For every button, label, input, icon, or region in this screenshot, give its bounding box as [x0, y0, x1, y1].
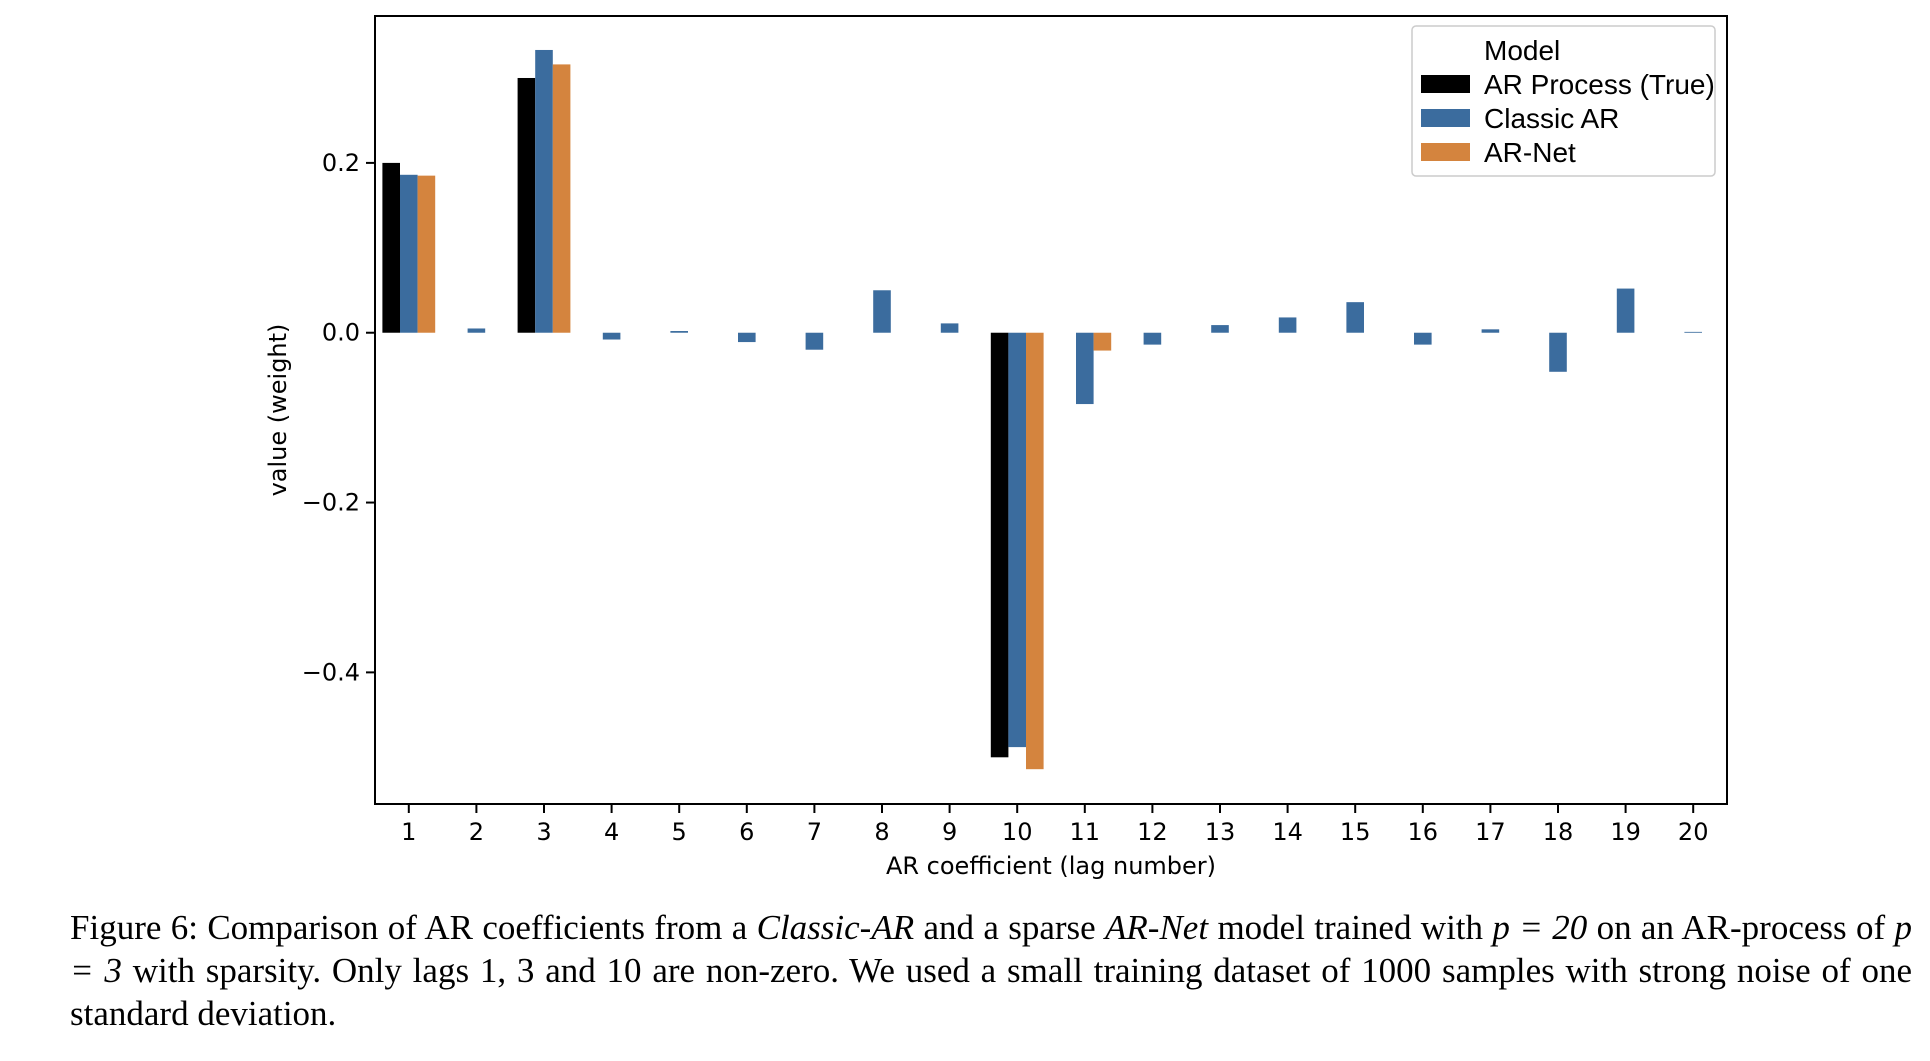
bar-ar-process-true-lag-10	[990, 332, 1009, 758]
x-tick-label: 1	[401, 818, 416, 846]
bar-classic-ar-lag-9	[940, 323, 959, 333]
bar-chart: 0.20.0−0.2−0.4 1 2 3 4 5 6 7 8 9 10 11 12 13 14 15 16 17…	[264, 15, 1728, 880]
bar-classic-ar-lag-14	[1278, 317, 1297, 333]
bar-classic-ar-lag-2	[467, 328, 486, 333]
bar-classic-ar-lag-6	[738, 332, 756, 343]
x-tick-label: 2	[469, 818, 484, 846]
caption-model-classic-ar: Classic-AR	[756, 908, 915, 947]
x-tick-label: 19	[1610, 818, 1641, 846]
bar-classic-ar-lag-15	[1346, 302, 1364, 333]
legend-box	[1411, 25, 1716, 177]
x-tick-label: 16	[1408, 818, 1439, 846]
caption-math-p: p = 20	[1492, 908, 1588, 947]
figure-caption: Figure 6: Comparison of AR coefficients …	[70, 906, 1912, 1035]
x-tick-label: 6	[739, 818, 754, 846]
bar-ar-process-true-lag-3	[517, 77, 536, 333]
bar-classic-ar-lag-3	[535, 49, 553, 333]
caption-text: model trained with	[1217, 908, 1484, 947]
y-tick-label: 0.0	[322, 319, 360, 347]
x-axis-label: AR coefficient (lag number)	[886, 852, 1216, 880]
x-tick-label: 20	[1678, 818, 1709, 846]
caption-math-p: p = 3	[70, 908, 1913, 990]
bar-ar-net-lag-10	[1026, 332, 1044, 770]
x-tick-label: 7	[807, 818, 822, 846]
x-tick-label: 5	[672, 818, 687, 846]
legend-title: Model	[1484, 35, 1560, 66]
x-tick-label: 13	[1205, 818, 1236, 846]
bar-ar-net-lag-3	[552, 64, 571, 333]
y-axis: 0.2 0.0 −0.2 −0.4	[302, 149, 375, 686]
bar-classic-ar-lag-7	[805, 332, 824, 350]
plot-frame	[374, 15, 1728, 805]
y-axis-label: value (weight)	[264, 324, 292, 497]
bar-classic-ar-lag-4	[602, 332, 621, 340]
bar-classic-ar-lag-12	[1143, 332, 1162, 345]
x-tick-label: 15	[1340, 818, 1371, 846]
bar-classic-ar-lag-11	[1076, 332, 1094, 405]
x-tick-label: 14	[1272, 818, 1303, 846]
legend-entry-label: Classic AR	[1484, 103, 1619, 134]
caption-model-ar-net: AR-Net	[1105, 908, 1209, 947]
x-tick-label: 4	[604, 818, 619, 846]
caption-text: and a sparse	[923, 908, 1096, 947]
caption-text: with sparsity. Only lags 1, 3 and 10 are…	[70, 951, 1912, 1033]
bar-classic-ar-lag-1	[400, 174, 418, 333]
bar-ar-net-lag-11	[1093, 332, 1112, 351]
legend-swatch	[1421, 75, 1470, 93]
bar-classic-ar-lag-16	[1414, 332, 1432, 345]
bar-classic-ar-lag-18	[1549, 332, 1567, 372]
caption-label: Figure 6:	[70, 908, 198, 947]
x-tick-label: 3	[536, 818, 551, 846]
bar-ar-net-lag-1	[417, 175, 436, 333]
bars-group	[382, 49, 1702, 770]
bar-classic-ar-lag-8	[873, 290, 891, 333]
x-tick-label: 18	[1543, 818, 1574, 846]
bar-ar-process-true-lag-1	[382, 162, 400, 333]
legend-entry-label: AR Process (True)	[1484, 69, 1715, 100]
bar-classic-ar-lag-17	[1481, 329, 1500, 333]
legend-swatch	[1421, 143, 1470, 161]
x-tick-label: 9	[942, 818, 957, 846]
caption-text: on an AR-process of	[1596, 908, 1886, 947]
x-tick-label: 12	[1137, 818, 1168, 846]
legend-entry-label: AR-Net	[1484, 137, 1576, 168]
x-axis: 1 2 3 4 5 6 7 8 9 10 11 12 13 14 15 16 17 18 19 20	[401, 804, 1708, 846]
bar-classic-ar-lag-10	[1008, 332, 1026, 748]
y-tick-label: 0.2	[322, 149, 360, 177]
bar-classic-ar-lag-19	[1616, 288, 1635, 333]
x-tick-label: 8	[874, 818, 889, 846]
y-tick-label: −0.2	[302, 489, 360, 517]
bar-classic-ar-lag-13	[1211, 325, 1229, 333]
x-tick-label: 10	[1002, 818, 1033, 846]
legend-swatch	[1421, 109, 1470, 127]
x-tick-label: 17	[1475, 818, 1506, 846]
y-tick-label: −0.4	[302, 658, 360, 686]
caption-text: Comparison of AR coefficients from a	[207, 908, 748, 947]
bar-classic-ar-lag-5	[670, 331, 688, 333]
bar-classic-ar-lag-20	[1684, 331, 1702, 333]
x-tick-label: 11	[1070, 818, 1101, 846]
